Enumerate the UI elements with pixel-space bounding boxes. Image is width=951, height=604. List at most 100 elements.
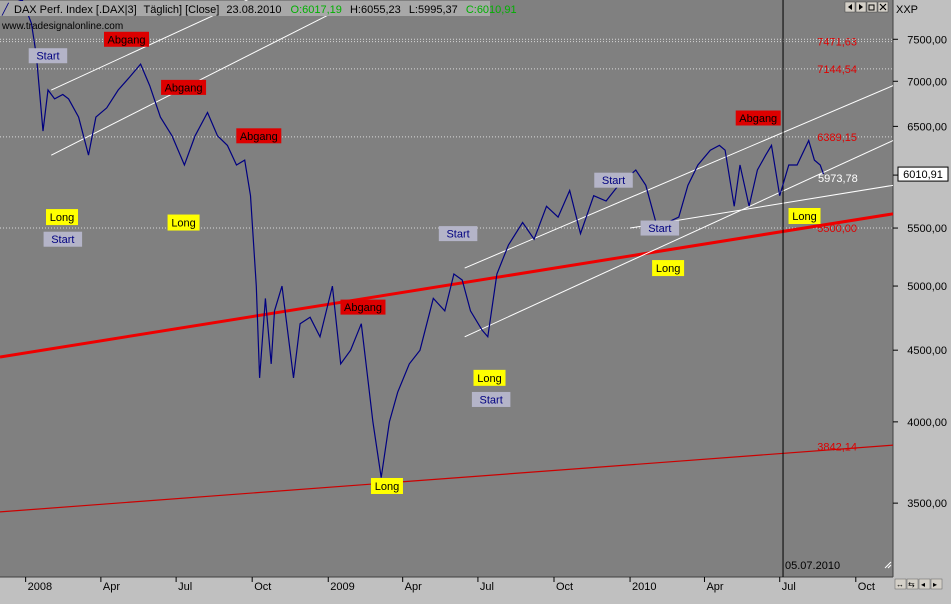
- annotation-yellow-label: Long: [375, 481, 399, 493]
- annotation-red-label: Abgang: [344, 302, 382, 314]
- header-open: O:6017,19: [291, 4, 342, 16]
- resize-corner-icon[interactable]: [884, 561, 892, 569]
- annotation-red-box: [236, 128, 282, 144]
- trend-channel-line: [464, 140, 894, 338]
- x-tick-label: Apr: [103, 581, 120, 593]
- level-label: 7144,54: [817, 64, 857, 76]
- close-glyph: [879, 3, 887, 11]
- annotation-yellow-label: Long: [171, 218, 195, 230]
- scroll-right-icon[interactable]: [930, 578, 943, 590]
- scroll-right-glyph: ▸: [933, 580, 937, 589]
- scroll-compress-icon[interactable]: [906, 578, 919, 590]
- header-low: L:5995,37: [409, 4, 458, 16]
- annotation-yellow-box: [167, 214, 200, 231]
- annotation-gray-box: [438, 226, 478, 242]
- header-close: C:6010,91: [466, 4, 517, 16]
- scroll-buttons: ↔ ⇆ ◂ ▸: [894, 578, 943, 590]
- header-symbol-name: DAX Perf. Index [.DAX|3]: [14, 4, 137, 16]
- annotation-gray-box: [28, 48, 68, 64]
- header-period: Täglich] [Close]: [144, 4, 220, 16]
- annotation-gray-label: Start: [602, 175, 625, 187]
- vertical-marker-label: 05.07.2010: [785, 560, 840, 572]
- x-tick-label: Jul: [782, 581, 796, 593]
- annotation-gray-box: [43, 231, 83, 247]
- annotation-gray-label: Start: [446, 229, 469, 241]
- scroll-left-glyph: ◂: [921, 580, 925, 589]
- chart-header: ╱ DAX Perf. Index [.DAX|3] Täglich] [Clo…: [0, 1, 517, 32]
- price-badge: [897, 166, 949, 182]
- annotation-gray-box: [640, 220, 680, 236]
- y-tick-label: 5000,00: [907, 281, 947, 293]
- annotation-yellow-label: Long: [792, 211, 816, 223]
- watermark: www.tradesignalonline.com: [1, 21, 123, 32]
- y-tick-label: 4500,00: [907, 345, 947, 357]
- plot-area: [0, 0, 893, 577]
- x-tick-label: Oct: [254, 581, 271, 593]
- annotation-gray-label: Start: [480, 394, 503, 406]
- annotation-red-box: [735, 110, 781, 126]
- header-symbol: DAX Perf. Index [.DAX|3] Täglich] [Close…: [14, 4, 517, 16]
- x-tick-label: 2008: [28, 581, 52, 593]
- price-badge-label: 6010,91: [903, 169, 943, 181]
- price-series-line: [0, 0, 825, 478]
- annotation-yellow-label: Long: [656, 263, 680, 275]
- annotation-gray-box: [594, 172, 633, 188]
- header-background: [0, 1, 490, 16]
- header-line-icon: ╱: [1, 2, 10, 16]
- annotation-red-label: Abgang: [108, 34, 146, 46]
- annotation-yellow-box: [473, 369, 506, 386]
- x-tick-label: Jul: [480, 581, 494, 593]
- annotation-gray-label: Start: [36, 51, 59, 63]
- annotation-yellow-box: [370, 477, 403, 494]
- level-label: 7471,63: [817, 37, 857, 49]
- trend-channel-line: [464, 85, 894, 269]
- header-date: 23.08.2010: [226, 4, 281, 16]
- header-high: H:6055,23: [350, 4, 401, 16]
- x-tick-label: Apr: [405, 581, 422, 593]
- arrow-right-glyph: [859, 4, 863, 10]
- x-tick-label: Jul: [178, 581, 192, 593]
- y-tick-label: 7000,00: [907, 76, 947, 88]
- annotation-red-box: [161, 79, 207, 95]
- level-label: 5500,00: [817, 223, 857, 235]
- axis-unit-label: XXP: [896, 4, 918, 16]
- y-tick-label: 6500,00: [907, 121, 947, 133]
- scroll-left-icon[interactable]: [918, 578, 931, 590]
- trend-channel-line: [51, 0, 249, 91]
- x-tick-label: Oct: [556, 581, 573, 593]
- lower-trendline: [0, 444, 894, 513]
- restore-icon[interactable]: [866, 1, 878, 13]
- scroll-expand-glyph: ↔: [896, 580, 904, 589]
- y-tick-label: 5500,00: [907, 223, 947, 235]
- y-tick-label: 4000,00: [907, 417, 947, 429]
- annotation-red-label: Abgang: [240, 131, 278, 143]
- restore-glyph: [868, 4, 875, 11]
- annotation-gray-label: Start: [648, 223, 671, 235]
- x-tick-label: Oct: [858, 581, 875, 593]
- scroll-expand-icon[interactable]: [894, 578, 907, 590]
- arrow-left-glyph: [848, 4, 852, 10]
- x-tick-label: Apr: [706, 581, 723, 593]
- annotation-red-box: [104, 31, 150, 47]
- x-tick-label: 2009: [330, 581, 354, 593]
- annotation-red-label: Abgang: [739, 113, 777, 125]
- annotation-yellow-box: [46, 209, 79, 226]
- annotation-gray-label: Start: [51, 234, 74, 246]
- y-axis-panel: [893, 0, 951, 577]
- annotation-yellow-label: Long: [50, 212, 74, 224]
- support-trendline: [0, 212, 894, 359]
- window-toolbar: XXP: [844, 1, 918, 16]
- x-axis-panel: [0, 577, 951, 599]
- x-tick-label: 2010: [632, 581, 656, 593]
- y-tick-label: 3500,00: [907, 498, 947, 510]
- annotation-yellow-box: [652, 260, 685, 277]
- annotation-yellow-label: Long: [477, 373, 501, 385]
- lower-line-label: 3842,14: [817, 441, 857, 453]
- level-label: 6389,15: [817, 132, 857, 144]
- y-tick-label: 7500,00: [907, 34, 947, 46]
- annotation-yellow-box: [788, 207, 821, 224]
- annotation-red-box: [340, 299, 386, 315]
- scroll-compress-glyph: ⇆: [908, 580, 915, 589]
